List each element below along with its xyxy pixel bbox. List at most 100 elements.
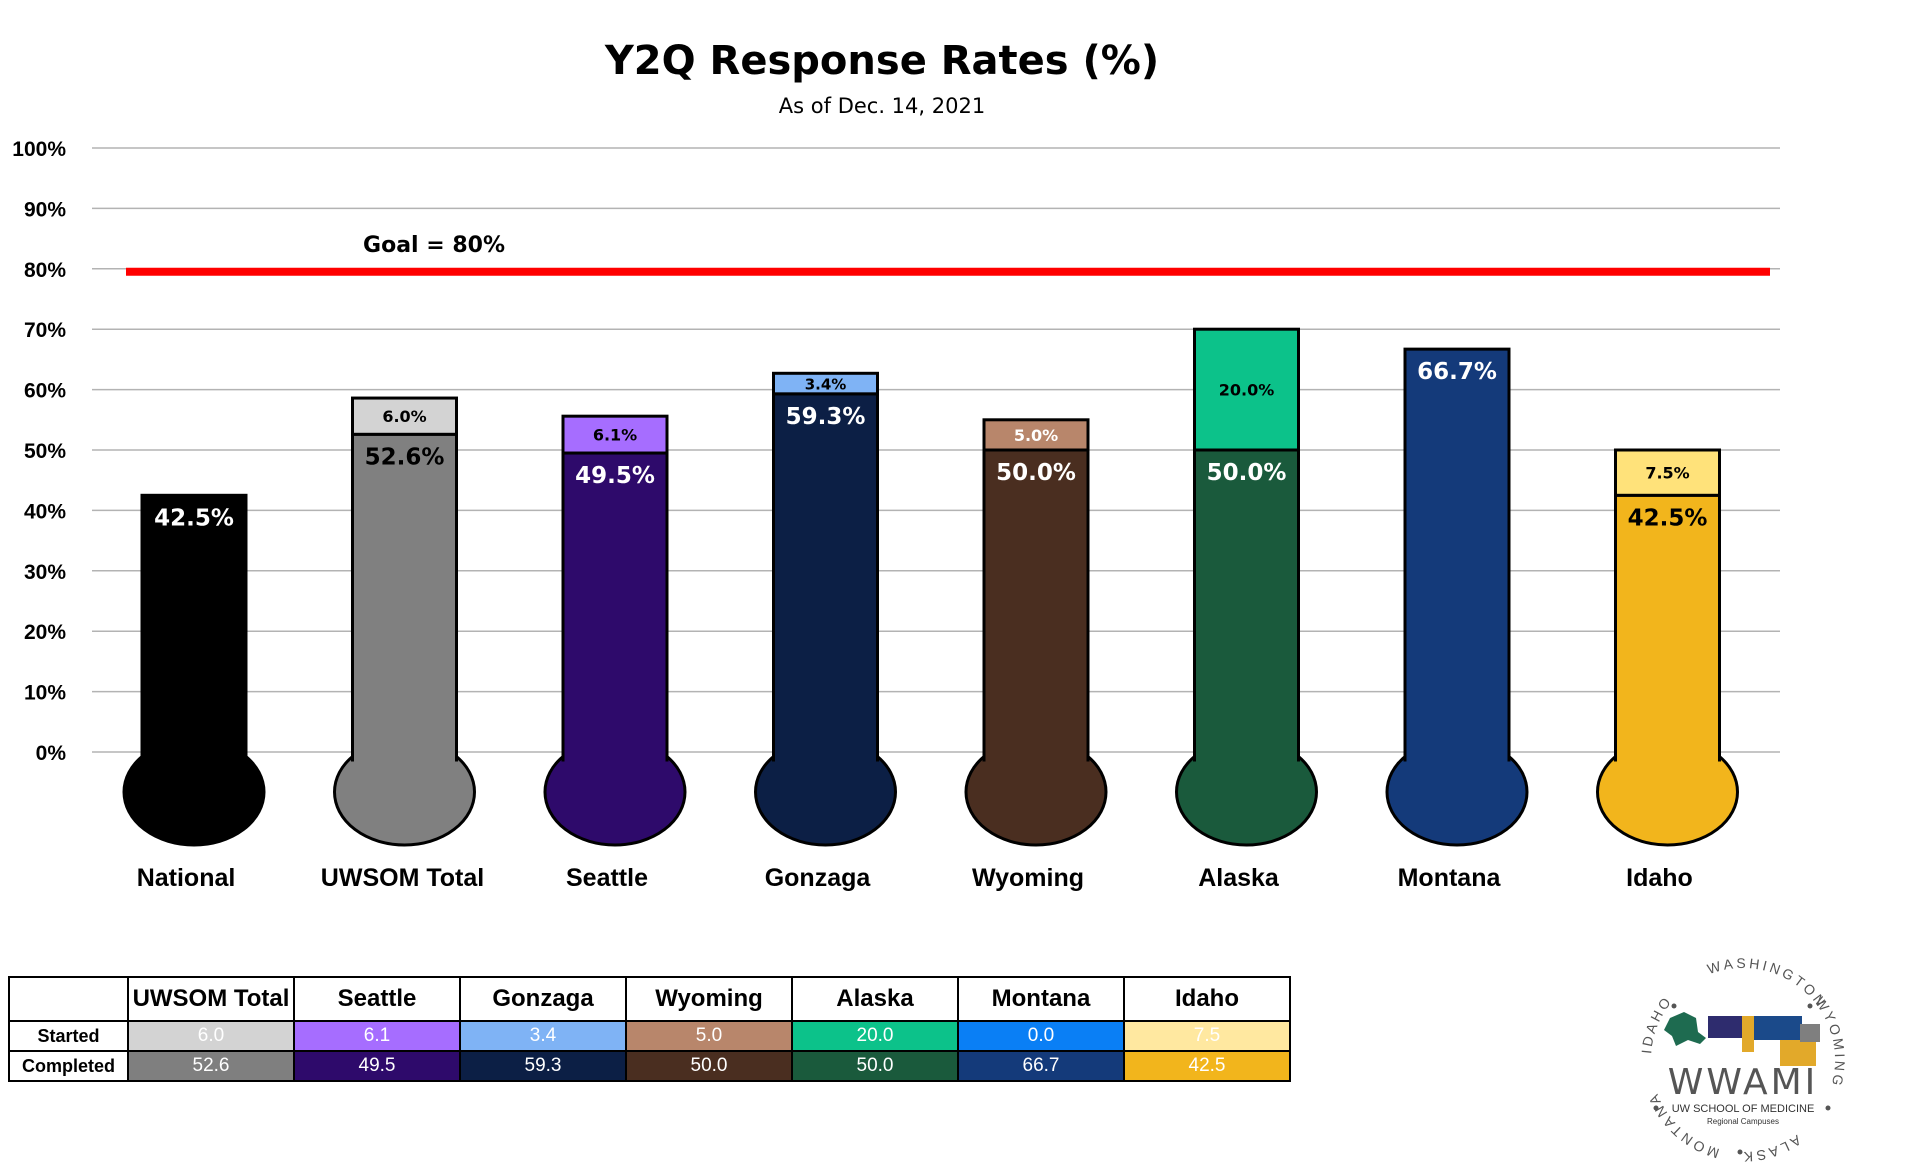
table-cell: 49.5: [293, 1050, 461, 1082]
bar-label-completed: 42.5%: [1628, 505, 1708, 531]
bar-joint: [1196, 748, 1297, 762]
bar-completed: [351, 432, 458, 762]
table-row: Completed 52.6 49.5 59.3 50.0 50.0 66.7 42.5: [8, 1050, 1291, 1082]
table-cell: 42.5: [1123, 1050, 1291, 1082]
bar-group: 42.5%: [122, 493, 266, 847]
x-tick-label: Seattle: [566, 864, 648, 892]
y-tick-label: 0%: [36, 742, 67, 765]
x-tick-label: Gonzaga: [765, 864, 872, 892]
bar-completed: [982, 448, 1090, 762]
table-column-header: UWSOM Total: [127, 976, 295, 1022]
table-cell: 50.0: [791, 1050, 959, 1082]
y-tick-label: 40%: [24, 500, 66, 523]
bar-label-started: 3.4%: [805, 376, 847, 394]
bar-started: [772, 371, 879, 396]
bar-label-completed: 50.0%: [1207, 460, 1287, 486]
bar-joint: [564, 748, 666, 762]
bar-started: [351, 396, 458, 436]
table-column-header: Alaska: [791, 976, 959, 1022]
logo-line2: Regional Campuses: [1707, 1117, 1779, 1126]
table-row: Started 6.0 6.1 3.4 5.0 20.0 0.0 7.5: [8, 1020, 1291, 1052]
wwami-logo: WASHINGTON WYOMING ALASKA MONTANA IDAHO …: [1612, 956, 1845, 1165]
wyoming-shape-icon: [1780, 1040, 1816, 1066]
bar-completed: [1403, 347, 1511, 762]
bar-label-completed: 49.5%: [575, 463, 655, 489]
y-tick-label: 30%: [24, 561, 66, 584]
gridlines: [92, 147, 1780, 753]
bar-completed: [561, 451, 669, 762]
bar-started: [1193, 327, 1300, 452]
table-cell: 52.6: [127, 1050, 295, 1082]
bar-label-started: 6.0%: [382, 407, 426, 426]
region-shape-icon: [1800, 1024, 1820, 1042]
y-tick-label: 60%: [24, 380, 66, 403]
bar-label-completed: 42.5%: [154, 505, 234, 531]
table-column-header: Seattle: [293, 976, 461, 1022]
bar-label-completed: 50.0%: [996, 460, 1076, 486]
x-tick-label: Wyoming: [972, 864, 1084, 892]
alaska-shape-icon: [1664, 1012, 1706, 1046]
bar-group: 49.5% 6.1%: [543, 414, 687, 847]
table-cell: 3.4: [459, 1020, 627, 1052]
bar-group: 50.0% 20.0%: [1175, 327, 1318, 847]
bar-group: 50.0% 5.0%: [964, 418, 1108, 847]
table-cell: 66.7: [957, 1050, 1125, 1082]
y-tick-label: 20%: [24, 621, 66, 644]
y-axis-ticks: 0% 10% 20% 30% 40% 50% 60% 70% 80% 90% 100%: [12, 138, 66, 765]
montana-shape-icon: [1754, 1016, 1802, 1040]
table-body: Started 6.0 6.1 3.4 5.0 20.0 0.0 7.5 Completed 52…: [8, 1020, 1291, 1082]
y-tick-label: 10%: [24, 682, 66, 705]
chart-title: Y2Q Response Rates (%): [604, 38, 1159, 84]
table-cell: 5.0: [625, 1020, 793, 1052]
bar-group: 59.3% 3.4%: [754, 371, 897, 847]
table-column-header: Idaho: [1123, 976, 1291, 1022]
bar-completed: [1193, 448, 1300, 762]
logo-state-map: [1664, 1012, 1820, 1066]
bar-completed: [140, 493, 248, 762]
x-tick-label: Idaho: [1626, 864, 1693, 892]
table-cell: 59.3: [459, 1050, 627, 1082]
y-tick-label: 80%: [24, 259, 66, 282]
bar-label-completed: 59.3%: [786, 404, 866, 430]
bar-joint: [775, 748, 876, 762]
chart: Y2Q Response Rates (%) As of Dec. 14, 20…: [12, 38, 1780, 892]
x-tick-label: National: [137, 864, 236, 892]
bar-completed: [1614, 493, 1721, 762]
y-tick-label: 70%: [24, 319, 66, 342]
bar-joint: [143, 748, 245, 762]
bar-group: 42.5% 7.5%: [1596, 448, 1739, 847]
table-column-header: Gonzaga: [459, 976, 627, 1022]
table-cell: 6.0: [127, 1020, 295, 1052]
bar-label-completed: 66.7%: [1417, 359, 1497, 385]
bar-joint: [985, 748, 1087, 762]
table-column-header: Montana: [957, 976, 1125, 1022]
goal-line-group: Goal = 80%: [126, 233, 1770, 276]
bar-label-started: 5.0%: [1014, 426, 1058, 445]
bar-joint: [354, 748, 455, 762]
bar-label-completed: 52.6%: [365, 444, 445, 470]
idaho-shape-icon: [1742, 1016, 1754, 1052]
logo-name: WWAMI: [1668, 1062, 1819, 1103]
x-tick-label: Alaska: [1198, 864, 1280, 892]
table-cell: 6.1: [293, 1020, 461, 1052]
logo-line1: UW SCHOOL OF MEDICINE: [1672, 1103, 1815, 1115]
y-tick-label: 100%: [12, 138, 66, 161]
y-tick-label: 90%: [24, 198, 66, 221]
table-row-label: Started: [8, 1020, 129, 1052]
bar-completed: [772, 392, 879, 762]
table-cell: 20.0: [791, 1020, 959, 1052]
thermometer-bars: 42.5% 52.6% 6.0% 49.5% 6.1% 59.3% 3.4% 50.0% 5.0…: [122, 327, 1739, 847]
table-cell: 0.0: [957, 1020, 1125, 1052]
x-axis-ticks: National UWSOM Total Seattle Gonzaga Wyoming…: [137, 864, 1693, 892]
logo-dots: [1653, 1003, 1831, 1155]
x-tick-label: UWSOM Total: [321, 864, 484, 892]
bar-joint: [1406, 748, 1508, 762]
bar-label-started: 6.1%: [593, 426, 637, 445]
bar-label-started: 7.5%: [1645, 464, 1689, 483]
bar-started: [982, 418, 1090, 452]
table-corner: [8, 976, 129, 1022]
bar-label-started: 20.0%: [1219, 381, 1275, 400]
bar-group: 66.7%: [1385, 347, 1529, 847]
goal-label: Goal = 80%: [363, 233, 505, 258]
bar-started: [1614, 448, 1721, 497]
